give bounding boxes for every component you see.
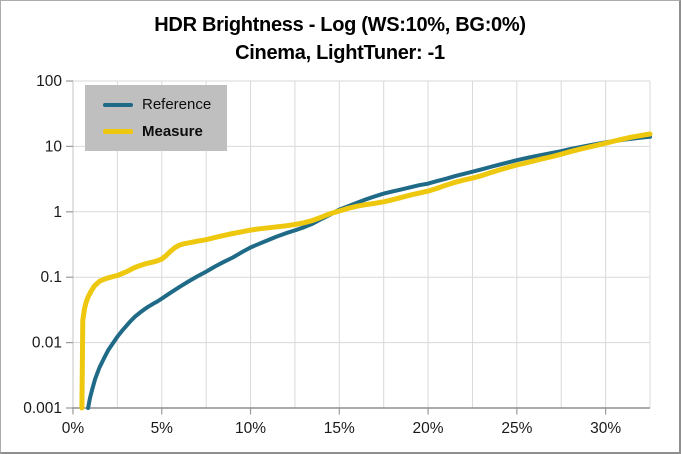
x-tick-label: 0% xyxy=(62,420,85,437)
chart-title: HDR Brightness - Log (WS:10%, BG:0%) Cin… xyxy=(1,11,679,67)
x-tick-label: 20% xyxy=(413,420,444,437)
x-tick-label: 30% xyxy=(590,420,621,437)
y-tick-label: 10 xyxy=(45,138,63,155)
chart-title-line1: HDR Brightness - Log (WS:10%, BG:0%) xyxy=(154,14,526,36)
x-tick-label: 10% xyxy=(235,420,266,437)
chart-title-line2: Cinema, LightTuner: -1 xyxy=(235,42,445,64)
measure-line-swatch xyxy=(103,129,133,134)
series-line-reference xyxy=(86,134,652,410)
y-tick-label: 1 xyxy=(53,204,62,221)
x-tick-label: 5% xyxy=(151,420,174,437)
y-tick-label: 0.001 xyxy=(23,400,62,417)
legend-label-reference: Reference xyxy=(142,96,212,113)
y-tick-label: 0.01 xyxy=(32,335,62,352)
x-tick-label: 15% xyxy=(324,420,355,437)
legend-label-measure: Measure xyxy=(142,123,203,140)
legend-item-measure: Measure xyxy=(103,124,227,139)
legend-item-reference: Reference xyxy=(103,97,227,112)
series-line-measure xyxy=(79,131,653,411)
reference-line-swatch xyxy=(103,102,133,107)
y-tick-label: 100 xyxy=(36,73,62,90)
legend: Reference Measure xyxy=(85,85,227,151)
y-tick-label: 0.1 xyxy=(40,269,62,286)
x-tick-label: 25% xyxy=(501,420,532,437)
